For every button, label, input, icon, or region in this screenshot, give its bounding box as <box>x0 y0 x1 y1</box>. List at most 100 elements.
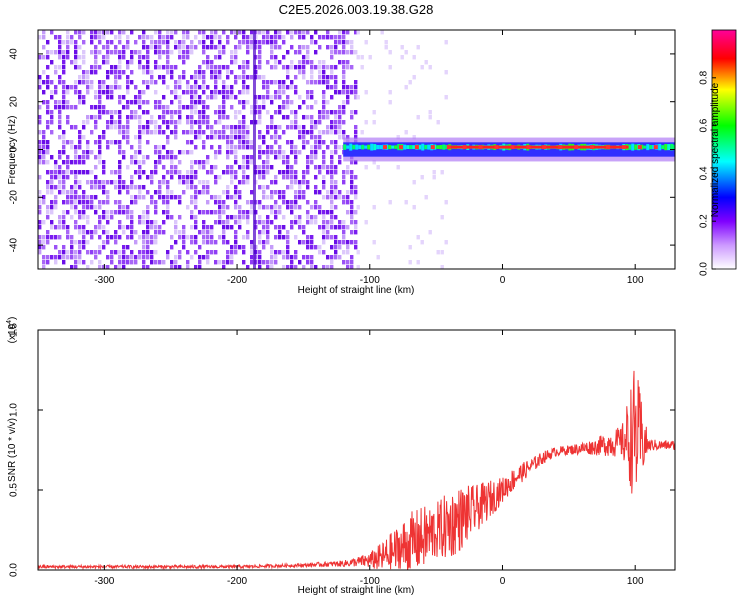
spectrogram-noise-cell <box>82 95 86 100</box>
spectrogram-noise-cell <box>174 95 178 100</box>
spectrogram-noise-cell <box>334 235 338 240</box>
spectrogram-noise-cell <box>230 70 234 75</box>
spectrogram-noise-cell <box>58 105 62 110</box>
spectrogram-noise-cell <box>250 45 254 50</box>
spectrogram-noise-cell <box>234 220 238 225</box>
spectrogram-faint-cell <box>356 95 360 100</box>
spectrogram-noise-cell <box>262 150 266 155</box>
spectrogram-noise-cell <box>86 170 90 175</box>
spectrogram-faint-cell <box>396 165 400 170</box>
spectrogram-noise-cell <box>198 65 202 70</box>
spectrogram-noise-cell <box>158 155 162 160</box>
spectrogram-noise-cell <box>114 45 118 50</box>
spectrogram-noise-cell <box>174 230 178 235</box>
spectrogram-noise-cell <box>118 145 122 150</box>
spectrogram-noise-cell <box>102 165 106 170</box>
spectrogram-faint-cell <box>440 250 444 255</box>
spectrogram-noise-cell <box>194 170 198 175</box>
spectrogram-noise-cell <box>194 265 198 269</box>
spectrogram-noise-cell <box>178 255 182 260</box>
spectrogram-noise-cell <box>142 215 146 220</box>
spectrogram-noise-cell <box>98 225 102 230</box>
spectrogram-noise-cell <box>226 185 230 190</box>
spectrogram-noise-cell <box>206 260 210 265</box>
spectrogram-noise-cell <box>346 210 350 215</box>
spectrogram-noise-cell <box>246 65 250 70</box>
spectrogram-noise-cell <box>338 125 342 130</box>
spectrogram-noise-cell <box>58 45 62 50</box>
spectrogram-noise-cell <box>154 60 158 65</box>
spectrogram-noise-cell <box>294 30 298 35</box>
signal-band-cell <box>421 143 425 151</box>
spectrogram-noise-cell <box>258 40 262 45</box>
signal-band-peak <box>526 145 531 150</box>
snr-panel: -300 -200 -100 0 100 0.00.51.01.5 Height of … <box>6 317 676 596</box>
spectrogram-noise-cell <box>286 230 290 235</box>
spectrogram-noise-cell <box>214 135 218 140</box>
spectrogram-noise-cell <box>306 185 310 190</box>
signal-band-cell <box>394 145 398 149</box>
spectrogram-noise-cell <box>142 125 146 130</box>
spectrogram-noise-cell <box>54 170 58 175</box>
spectrogram-noise-cell <box>342 220 346 225</box>
spectrogram-noise-cell <box>110 210 114 215</box>
spectrogram-noise-cell <box>78 185 82 190</box>
spectrogram-noise-cell <box>118 65 122 70</box>
spectrogram-noise-cell <box>310 40 314 45</box>
spectrogram-noise-cell <box>274 250 278 255</box>
spectrogram-noise-cell <box>190 130 194 135</box>
spectrogram-noise-cell <box>126 40 130 45</box>
signal-band-cell <box>661 145 665 150</box>
spectrogram-noise-cell <box>90 230 94 235</box>
spectrogram-noise-cell <box>106 60 110 65</box>
spectrogram-noise-cell <box>122 250 126 255</box>
spectrogram-noise-cell <box>314 215 318 220</box>
spectrogram-noise-cell <box>310 115 314 120</box>
spectrogram-noise-cell <box>298 150 302 155</box>
spectrogram-noise-cell <box>294 85 298 90</box>
spectrogram-noise-cell <box>298 65 302 70</box>
spectrogram-noise-cell <box>342 65 346 70</box>
spectrogram-noise-cell <box>154 40 158 45</box>
spectrogram-noise-cell <box>234 215 238 220</box>
spectrogram-noise-cell <box>230 180 234 185</box>
spectrogram-noise-cell <box>354 130 358 135</box>
spectrogram-noise-cell <box>246 215 250 220</box>
spectrogram-noise-cell <box>158 45 162 50</box>
spectrogram-noise-cell <box>82 135 86 140</box>
spectrogram-faint-cell <box>432 170 436 175</box>
spectrogram-noise-cell <box>182 105 186 110</box>
spectrogram-faint-cell <box>388 50 392 55</box>
spectrogram-noise-cell <box>46 100 50 105</box>
spectrogram-noise-cell <box>278 150 282 155</box>
spectrogram-noise-cell <box>302 180 306 185</box>
signal-band-cell <box>634 144 638 150</box>
spectrogram-noise-cell <box>198 230 202 235</box>
spectrogram-noise-cell <box>214 210 218 215</box>
spectrogram-noise-cell <box>270 180 274 185</box>
signal-band-peak <box>605 145 610 150</box>
spectrogram-noise-cell <box>82 80 86 85</box>
spectrogram-noise-cell <box>234 155 238 160</box>
spectrogram-noise-cell <box>266 240 270 245</box>
spectrogram-noise-cell <box>154 65 158 70</box>
spectrogram-noise-cell <box>326 235 330 240</box>
spectrogram-noise-cell <box>42 100 46 105</box>
spectrogram-noise-cell <box>50 110 54 115</box>
spectrogram-noise-cell <box>158 130 162 135</box>
spectrogram-noise-cell <box>278 45 282 50</box>
spectrogram-noise-cell <box>238 75 242 80</box>
snr-x-tick-label: -300 <box>94 576 114 587</box>
spectrogram-noise-cell <box>146 205 150 210</box>
spectrogram-noise-cell <box>210 225 214 230</box>
spectrogram-noise-cell <box>262 165 266 170</box>
spectrogram-noise-cell <box>118 50 122 55</box>
spectrogram-noise-cell <box>218 110 222 115</box>
spectrogram-noise-cell <box>122 265 126 269</box>
spectrogram-noise-cell <box>46 75 50 80</box>
spectrogram-noise-cell <box>334 195 338 200</box>
spectrogram-noise-cell <box>118 115 122 120</box>
spectrogram-noise-cell <box>198 70 202 75</box>
spectrogram-noise-cell <box>262 170 266 175</box>
spectrogram-noise-cell <box>86 85 90 90</box>
